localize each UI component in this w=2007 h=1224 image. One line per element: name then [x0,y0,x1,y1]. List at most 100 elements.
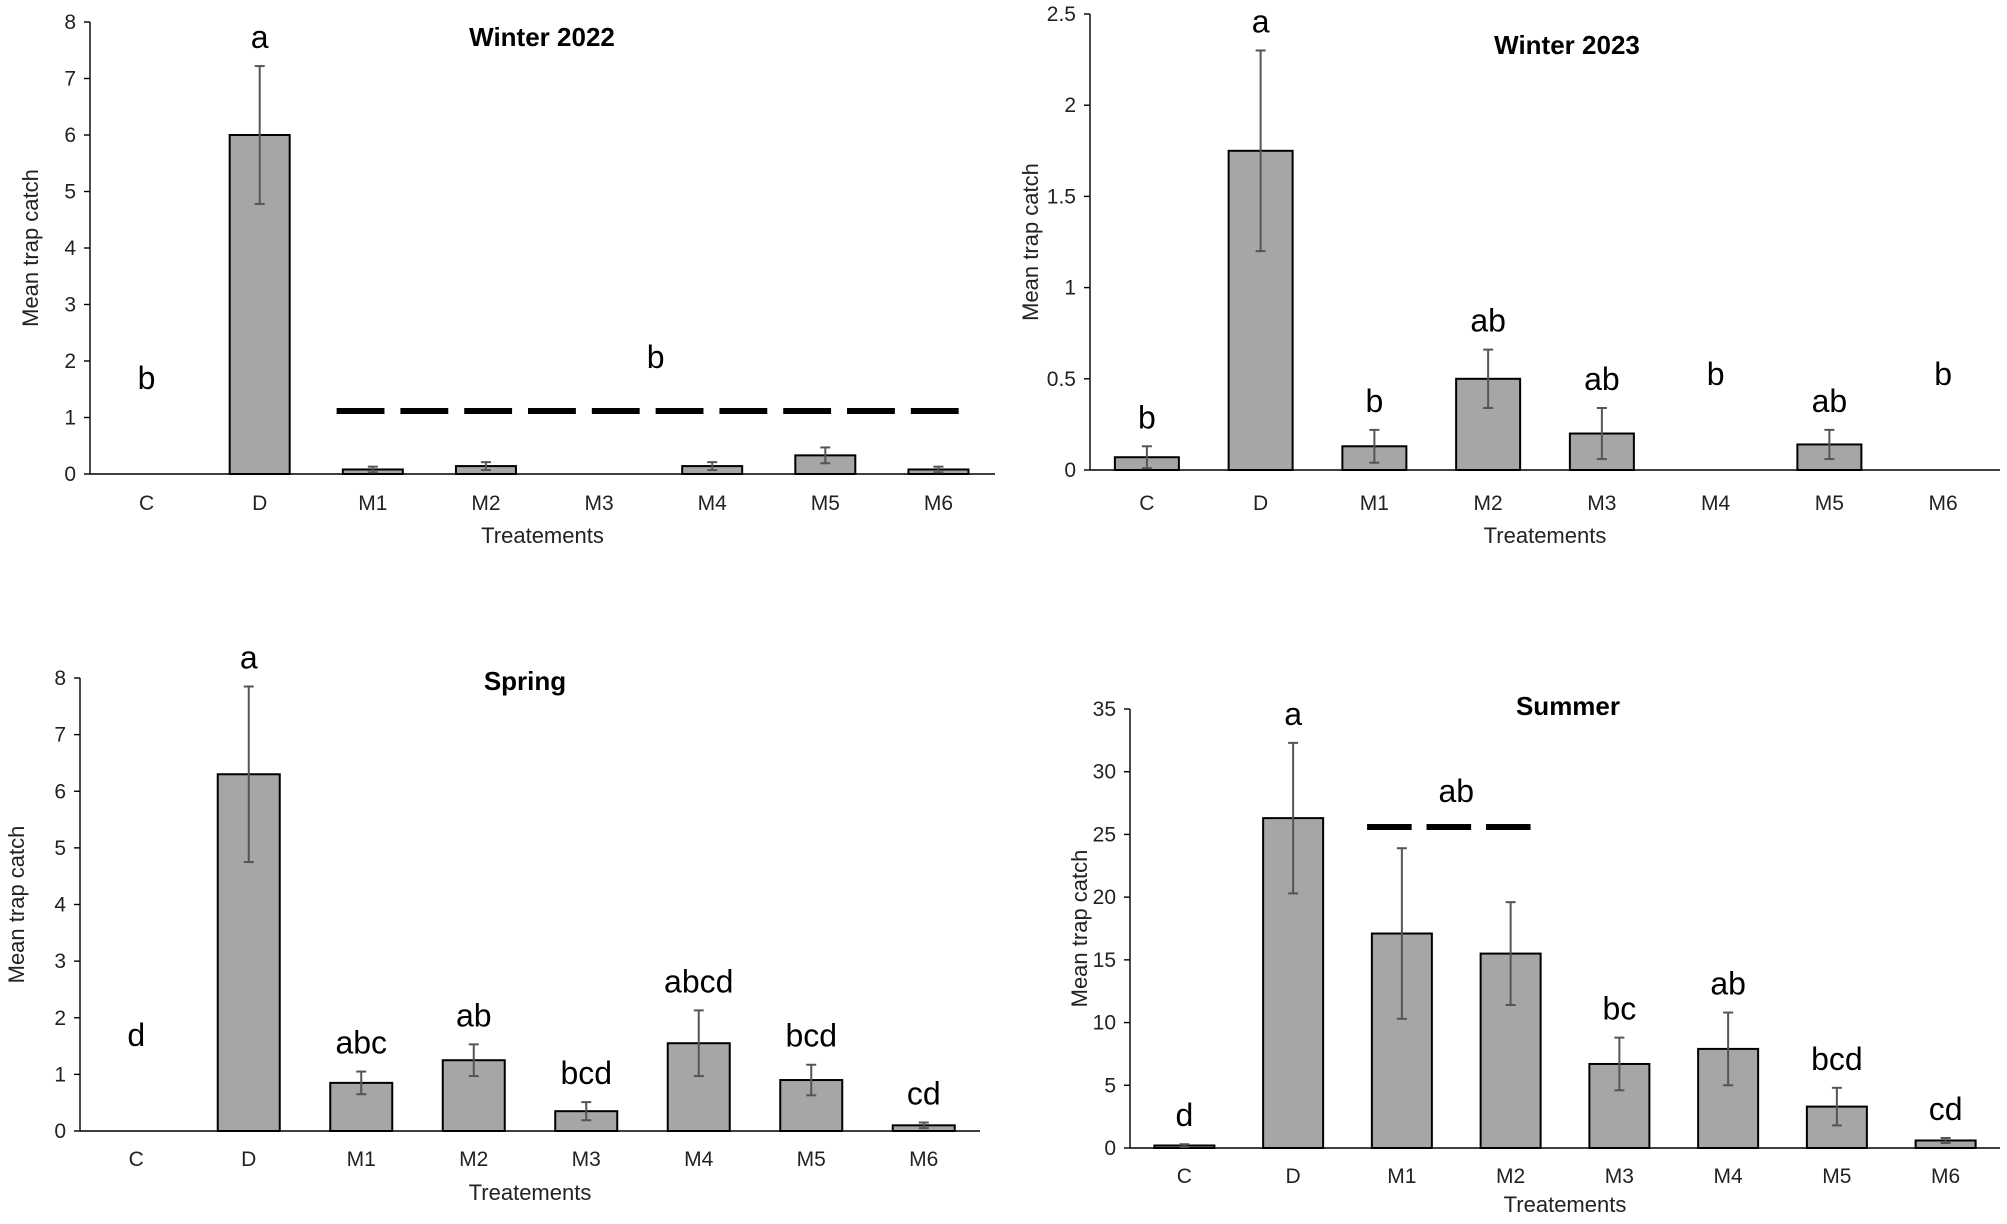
significance-letter: bcd [1811,1041,1863,1077]
x-tick-label: D [252,492,267,515]
significance-letter: b [1138,399,1156,435]
x-axis-title: Treatements [469,1180,592,1205]
y-tick-label: 7 [54,724,66,747]
y-tick-label: 0.5 [1047,368,1076,391]
y-tick-label: 3 [64,294,76,317]
x-tick-label: M6 [1929,492,1958,515]
x-tick-label: M3 [1587,492,1616,515]
y-tick-label: 3 [54,950,66,973]
significance-letter: a [1284,696,1302,732]
y-tick-label: 0 [54,1120,66,1143]
x-tick-label: M4 [1701,492,1730,515]
significance-letter: b [138,360,156,396]
y-tick-label: 4 [64,237,76,260]
x-tick-label: M1 [1387,1165,1416,1188]
x-axis-title: Treatements [1504,1192,1627,1217]
y-tick-label: 5 [1104,1074,1116,1097]
chart-title: Winter 2022 [469,22,615,52]
y-tick-label: 0 [1104,1137,1116,1160]
x-tick-label: M1 [347,1148,376,1171]
significance-letter: b [1934,356,1952,392]
significance-letter: ab [1812,383,1848,419]
x-tick-label: M2 [1474,492,1503,515]
significance-letter: ab [1470,303,1506,339]
group-significance-letter: b [647,339,665,375]
y-tick-label: 1 [54,1063,66,1086]
significance-letter: bc [1602,991,1636,1027]
x-tick-label: M2 [459,1148,488,1171]
significance-letter: cd [1929,1091,1963,1127]
y-axis-title: Mean trap catch [4,826,29,984]
significance-letter: b [1365,383,1383,419]
significance-letter: bcd [785,1018,837,1054]
y-tick-label: 6 [64,124,76,147]
significance-letter: bcd [560,1055,612,1091]
y-tick-label: 10 [1093,1012,1116,1035]
x-tick-label: M4 [684,1148,713,1171]
y-tick-label: 5 [64,181,76,204]
x-tick-label: M3 [584,492,613,515]
y-tick-label: 1.5 [1047,185,1076,208]
y-tick-label: 2 [64,350,76,373]
significance-letter: abc [335,1025,387,1061]
x-tick-label: M3 [572,1148,601,1171]
y-tick-label: 35 [1093,698,1116,721]
significance-letter: ab [1584,361,1620,397]
significance-letter: d [127,1017,145,1053]
x-tick-label: M6 [909,1148,938,1171]
x-tick-label: M1 [1360,492,1389,515]
x-tick-label: M5 [797,1148,826,1171]
chart-title: Spring [484,666,566,696]
x-tick-label: M6 [1931,1165,1960,1188]
significance-letter: cd [907,1076,941,1112]
significance-letter: d [1175,1097,1193,1133]
x-tick-label: M1 [358,492,387,515]
x-tick-label: M5 [1815,492,1844,515]
y-tick-label: 20 [1093,886,1116,909]
y-tick-label: 1 [64,407,76,430]
significance-letter: ab [1710,966,1746,1002]
y-tick-label: 0 [64,463,76,486]
y-tick-label: 2 [54,1007,66,1030]
x-tick-label: M2 [471,492,500,515]
y-axis-title: Mean trap catch [18,169,43,327]
y-tick-label: 2 [1064,94,1076,117]
y-tick-label: 6 [54,780,66,803]
x-tick-label: M4 [1714,1165,1743,1188]
x-tick-label: C [129,1148,144,1171]
chart-title: Winter 2023 [1494,30,1640,60]
y-tick-label: 1 [1064,277,1076,300]
y-tick-label: 15 [1093,949,1116,972]
x-tick-label: M3 [1605,1165,1634,1188]
x-tick-label: D [1286,1165,1301,1188]
y-tick-label: 0 [1064,459,1076,482]
x-tick-label: M6 [924,492,953,515]
significance-letter: abcd [664,963,733,999]
y-tick-label: 4 [54,894,66,917]
significance-letter: ab [456,997,492,1033]
x-tick-label: M4 [698,492,727,515]
y-tick-label: 5 [54,837,66,860]
y-tick-label: 2.5 [1047,3,1076,26]
significance-letter: b [1707,356,1725,392]
y-tick-label: 8 [54,667,66,690]
x-tick-label: M2 [1496,1165,1525,1188]
x-tick-label: D [1253,492,1268,515]
x-tick-label: M5 [1822,1165,1851,1188]
x-tick-label: C [1139,492,1154,515]
x-axis-title: Treatements [1484,523,1607,548]
y-axis-title: Mean trap catch [1018,163,1043,321]
x-tick-label: C [139,492,154,515]
y-tick-label: 30 [1093,761,1116,784]
group-significance-letter: ab [1438,773,1474,809]
significance-letter: a [251,19,269,55]
significance-letter: a [1252,3,1270,39]
x-tick-label: M5 [811,492,840,515]
y-tick-label: 8 [64,11,76,34]
significance-letter: a [240,639,258,675]
y-tick-label: 7 [64,68,76,91]
y-axis-title: Mean trap catch [1067,850,1092,1008]
y-tick-label: 25 [1093,823,1116,846]
chart-title: Summer [1516,691,1620,721]
